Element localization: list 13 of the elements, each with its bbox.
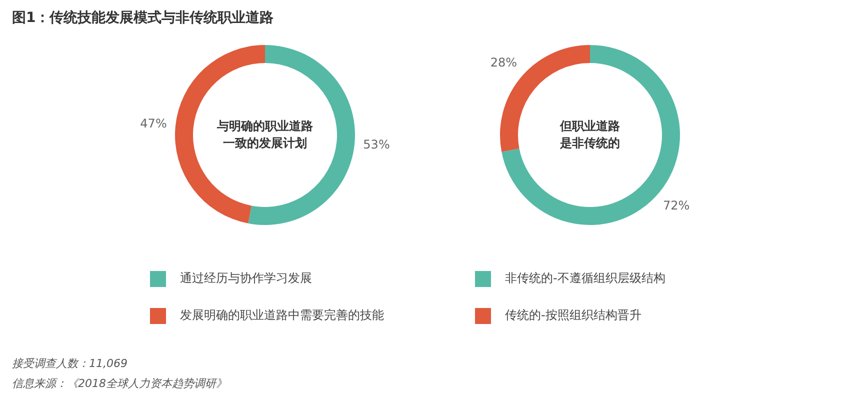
chart-title: 图1：传统技能发展模式与非传统职业道路 <box>12 9 274 27</box>
text: 信息来源：《2018全球人力资本趋势调研》 <box>12 376 227 391</box>
data-label: 72% <box>662 198 690 213</box>
data-label: 47% <box>140 116 167 131</box>
data-label: 53% <box>363 138 390 152</box>
text: 与明确的职业道路一致的发展计划 <box>216 118 314 152</box>
legend-label: 传统的-按照组织结构晋升 <box>505 307 642 324</box>
text: 接受调查人数：11,069 <box>12 356 128 371</box>
legend-label: 非传统的-不遵循组织层级结构 <box>505 270 666 287</box>
legend-label: 发展明确的职业道路中需要完善的技能 <box>180 307 384 324</box>
text: 但职业道路是非传统的 <box>558 118 621 152</box>
legend-label: 通过经历与协作学习发展 <box>180 270 312 287</box>
data-label: 28% <box>490 56 518 70</box>
